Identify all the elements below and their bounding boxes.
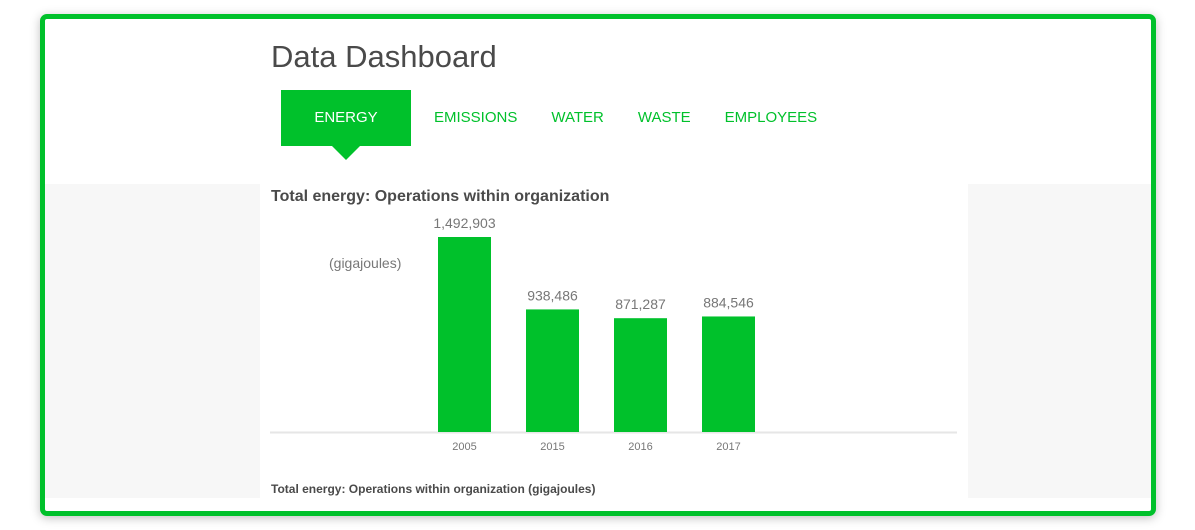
chart-caption: Total energy: Operations within organiza… <box>271 482 596 496</box>
bar-chart: 1,492,903 2005 938,486 2015 871,287 2016 884,5… <box>270 215 957 453</box>
left-panel <box>45 184 260 498</box>
bar-value-label: 1,492,903 <box>433 215 495 231</box>
x-tick-label: 2015 <box>540 441 564 453</box>
bar-2017[interactable] <box>702 316 755 432</box>
bar-2015[interactable] <box>526 309 579 432</box>
x-tick-label: 2005 <box>452 441 476 453</box>
dashboard-frame: Data Dashboard ENERGY EMISSIONS WATER WA… <box>40 14 1156 516</box>
tab-water[interactable]: WATER <box>551 109 604 126</box>
tab-emissions[interactable]: EMISSIONS <box>434 109 518 126</box>
bar-value-label: 871,287 <box>615 296 666 312</box>
tab-waste[interactable]: WASTE <box>637 109 691 126</box>
x-tick-label: 2016 <box>628 441 652 453</box>
y-axis-unit-label: (gigajoules) <box>329 255 402 271</box>
bar-2016[interactable] <box>614 318 667 432</box>
chart-title: Total energy: Operations within organiza… <box>271 188 610 205</box>
page-title: Data Dashboard <box>271 39 497 74</box>
tab-energy[interactable]: ENERGY <box>281 90 411 160</box>
x-tick-label: 2017 <box>716 441 740 453</box>
bar-value-label: 884,546 <box>703 294 754 310</box>
bar-value-label: 938,486 <box>527 287 578 303</box>
tab-employees[interactable]: EMPLOYEES <box>724 109 818 126</box>
bar-2005[interactable] <box>438 237 491 432</box>
right-panel <box>968 184 1151 498</box>
tab-bar: ENERGY EMISSIONS WATER WASTE EMPLOYEES <box>281 90 834 160</box>
